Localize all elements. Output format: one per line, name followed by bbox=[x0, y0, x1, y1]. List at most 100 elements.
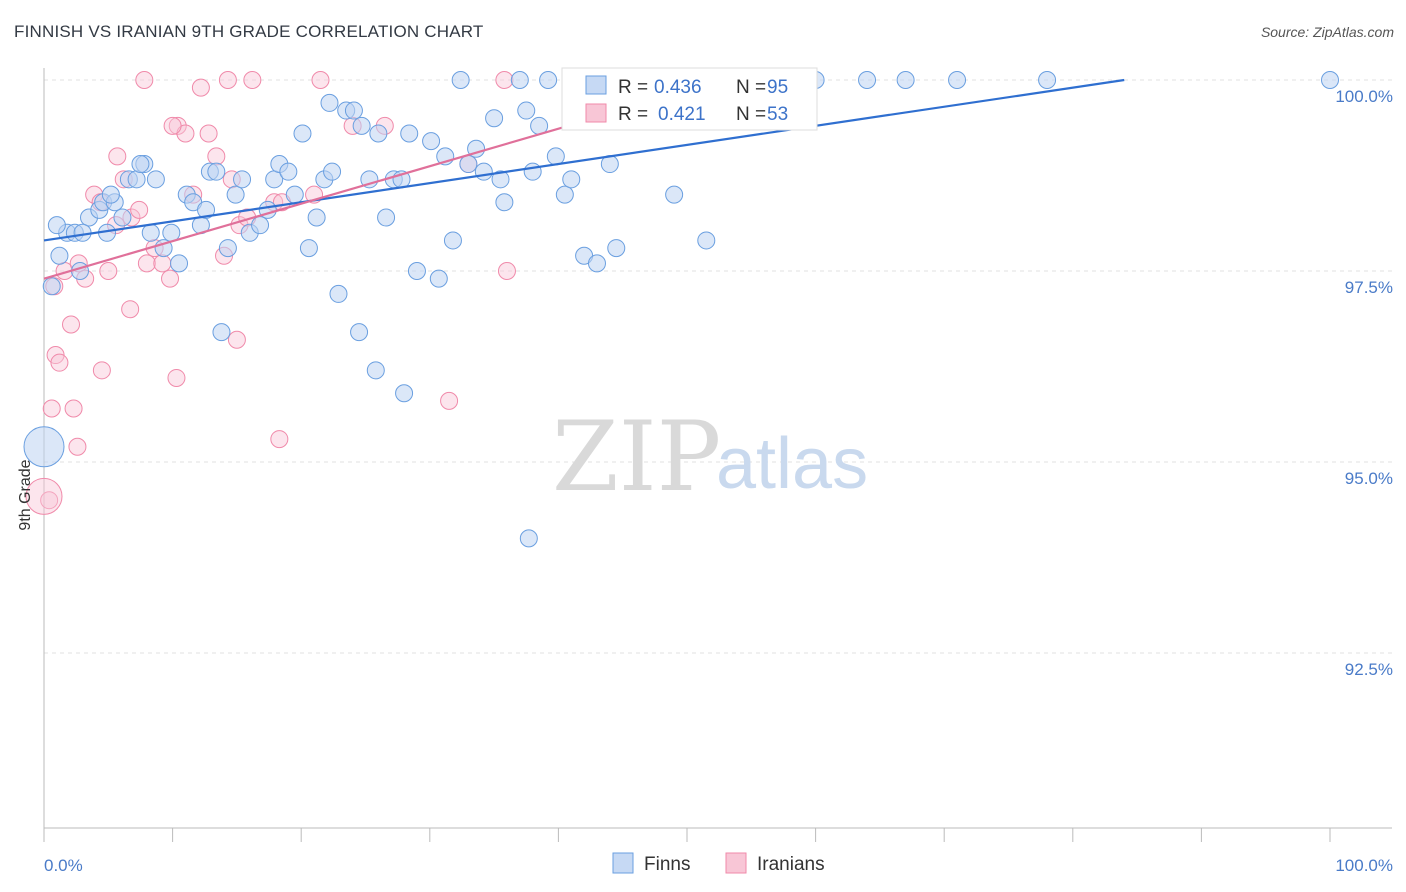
iranians-legend-swatch bbox=[725, 852, 747, 874]
finns-legend-label: Finns bbox=[644, 854, 690, 875]
iranians-n-value: 53 bbox=[767, 104, 788, 125]
gridlines bbox=[44, 79, 1392, 654]
finns-point bbox=[218, 239, 237, 258]
finns-point bbox=[555, 185, 574, 204]
finns-point bbox=[197, 200, 216, 219]
finns-point bbox=[154, 239, 173, 258]
iranians-n-label: N = bbox=[736, 104, 766, 125]
iranians-point bbox=[227, 330, 246, 349]
finns-point bbox=[491, 170, 510, 189]
iranians-point bbox=[161, 269, 180, 288]
finns-point bbox=[141, 223, 160, 242]
finns-point bbox=[523, 162, 542, 181]
iranians-point bbox=[135, 71, 154, 89]
finns-point bbox=[127, 170, 146, 189]
iranians-point bbox=[497, 262, 516, 280]
iranians-point bbox=[68, 437, 87, 456]
finns-point bbox=[858, 71, 877, 89]
iranians-point bbox=[42, 399, 61, 418]
finns-point bbox=[407, 262, 426, 280]
x-tick-label-min: 0.0% bbox=[44, 856, 83, 875]
iranians-point bbox=[153, 254, 172, 273]
finns-point bbox=[607, 239, 626, 258]
finns-point bbox=[485, 109, 504, 128]
finns-point bbox=[207, 162, 226, 181]
iranians-point bbox=[270, 430, 289, 449]
iranians-point bbox=[167, 368, 186, 387]
finns-legend-swatch bbox=[612, 852, 634, 874]
iranians-point bbox=[168, 116, 187, 135]
finns-point bbox=[665, 185, 684, 204]
iranians-r-label: R = bbox=[618, 104, 648, 125]
finns-point bbox=[366, 361, 385, 380]
iranians-point bbox=[191, 78, 210, 97]
finns-point bbox=[517, 101, 536, 120]
finns-swatch bbox=[585, 75, 607, 95]
iranians-point bbox=[130, 200, 149, 219]
iranians-point bbox=[64, 399, 83, 418]
finns-point bbox=[443, 231, 462, 250]
iranians-swatch bbox=[585, 103, 607, 123]
finns-point bbox=[539, 71, 558, 89]
series-legend: Finns Iranians bbox=[612, 852, 825, 875]
finns-point bbox=[299, 239, 318, 258]
finns-point bbox=[344, 101, 363, 120]
finns-point bbox=[697, 231, 716, 250]
iranians-point bbox=[40, 491, 59, 510]
x-tick-label-max: 100.0% bbox=[1335, 856, 1393, 875]
chart-title: FINNISH VS IRANIAN 9TH GRADE CORRELATION… bbox=[14, 22, 484, 41]
finns-point bbox=[896, 71, 915, 89]
finns-point bbox=[212, 323, 231, 342]
finns-point bbox=[329, 284, 348, 303]
finns-point bbox=[170, 254, 189, 273]
iranians-r-value: 0.421 bbox=[658, 104, 706, 125]
finns-point bbox=[23, 426, 65, 468]
finns-point bbox=[293, 124, 312, 143]
watermark-zip: ZIP bbox=[552, 401, 721, 513]
finns-point bbox=[352, 116, 371, 135]
finns-point bbox=[47, 216, 66, 235]
iranians-point bbox=[218, 71, 237, 89]
finns-point bbox=[101, 185, 120, 204]
finns-point bbox=[377, 208, 396, 227]
finns-point bbox=[495, 193, 514, 212]
finns-point bbox=[1038, 71, 1057, 89]
iranians-point bbox=[25, 477, 63, 515]
finns-point bbox=[510, 71, 529, 89]
finns-point bbox=[307, 208, 326, 227]
watermark-atlas: atlas bbox=[716, 424, 868, 504]
finns-point bbox=[546, 147, 565, 166]
source-label: Source: ZipAtlas.com bbox=[1260, 24, 1394, 40]
finns-point bbox=[285, 185, 304, 204]
iranians-point bbox=[199, 124, 218, 143]
finns-point bbox=[451, 71, 470, 89]
finns-point bbox=[226, 185, 245, 204]
iranians-point bbox=[311, 71, 330, 89]
finns-point bbox=[131, 155, 150, 174]
finns-n-label: N = bbox=[736, 77, 766, 98]
stats-legend: R = 0.436 N = 95 R = 0.421 N = 53 bbox=[561, 67, 818, 131]
finns-point bbox=[320, 93, 339, 112]
finns-r-value: 0.436 bbox=[654, 77, 702, 98]
finns-point bbox=[350, 323, 369, 342]
iranians-point bbox=[92, 361, 111, 380]
finns-point bbox=[587, 254, 606, 273]
finns-n-value: 95 bbox=[767, 77, 788, 98]
finns-point bbox=[42, 277, 61, 296]
finns-point bbox=[279, 162, 298, 181]
finns-point bbox=[459, 155, 478, 174]
finns-r-label: R = bbox=[618, 77, 648, 98]
finns-point bbox=[369, 124, 388, 143]
iranians-point bbox=[99, 262, 118, 280]
iranians-legend-label: Iranians bbox=[757, 854, 825, 875]
finns-point bbox=[1321, 71, 1339, 89]
iranians-point bbox=[108, 147, 127, 166]
finns-point bbox=[233, 170, 252, 189]
iranians-point bbox=[207, 147, 226, 166]
finns-point bbox=[113, 208, 132, 227]
y-tick-label: 95.0% bbox=[1345, 469, 1393, 488]
iranians-point bbox=[495, 71, 514, 89]
finns-point bbox=[146, 170, 165, 189]
finns-point bbox=[429, 269, 448, 288]
finns-point bbox=[50, 246, 69, 265]
